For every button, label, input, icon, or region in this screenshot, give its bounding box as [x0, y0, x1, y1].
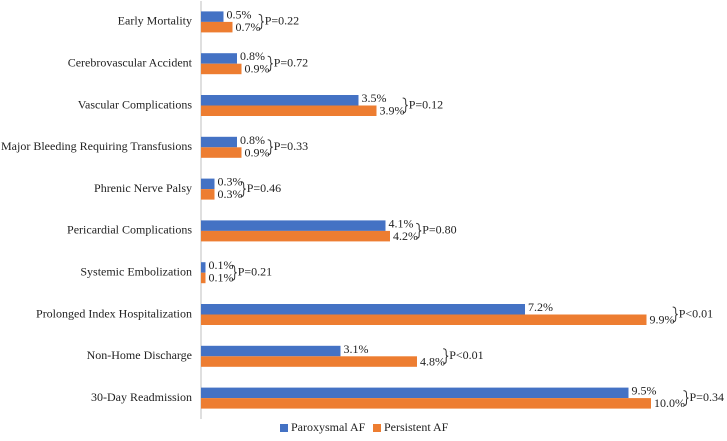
data-label-persistent: 0.9%: [245, 62, 270, 76]
data-label-persistent: 4.2%: [393, 229, 418, 243]
category-label: Pericardial Complications: [67, 223, 192, 237]
p-value-bracket: [231, 264, 237, 281]
bar-paroxysmal: [201, 304, 525, 315]
p-value-label: P=0.12: [409, 97, 443, 111]
p-value-bracket: [267, 55, 273, 72]
legend-label-persistent: Persistent AF: [384, 420, 449, 434]
category-label: Cerebrovascular Accident: [68, 55, 193, 69]
p-value-bracket: [240, 181, 246, 198]
bar-persistent: [201, 356, 417, 367]
data-label-persistent: 9.9%: [650, 313, 675, 327]
bar-paroxysmal: [201, 178, 215, 190]
p-value-bracket: [258, 13, 264, 30]
data-label-persistent: 0.1%: [209, 271, 234, 285]
bar-paroxysmal: [201, 345, 341, 357]
category-label: Vascular Complications: [78, 97, 193, 111]
category-label: Systemic Embolization: [80, 264, 192, 278]
p-value-label: P=0.33: [274, 139, 308, 153]
data-label-persistent: 0.3%: [218, 187, 243, 201]
p-value-bracket: [683, 390, 689, 407]
legend-swatch-paroxysmal: [280, 424, 288, 432]
data-label-persistent: 10.0%: [654, 396, 685, 410]
data-label-paroxysmal: 4.1%: [389, 216, 414, 230]
p-value-bracket: [672, 306, 678, 323]
p-value-bracket: [443, 348, 449, 365]
bar-paroxysmal: [201, 95, 359, 106]
p-value-label: P=0.46: [247, 181, 281, 195]
data-label-paroxysmal: 0.8%: [240, 49, 265, 63]
bar-paroxysmal: [201, 11, 224, 22]
data-label-paroxysmal: 7.2%: [528, 300, 553, 314]
data-label-paroxysmal: 3.1%: [344, 342, 369, 356]
category-label: Phrenic Nerve Palsy: [94, 181, 192, 195]
p-value-bracket: [402, 97, 408, 114]
bar-paroxysmal: [201, 53, 237, 64]
category-label: Major Bleeding Requiring Transfusions: [1, 139, 192, 153]
bar-persistent: [201, 272, 206, 284]
data-label-persistent: 0.7%: [236, 20, 261, 34]
legend-label-paroxysmal: Paroxysmal AF: [291, 420, 366, 434]
data-label-paroxysmal: 0.5%: [227, 7, 252, 21]
data-label-persistent: 3.9%: [380, 104, 405, 118]
data-label-persistent: 4.8%: [420, 354, 445, 368]
bar-persistent: [201, 63, 242, 75]
data-label-persistent: 0.9%: [245, 145, 270, 159]
category-label: Prolonged Index Hospitalization: [36, 306, 192, 320]
p-value-label: P=0.22: [265, 14, 299, 28]
category-label: Early Mortality: [118, 14, 192, 28]
bar-persistent: [201, 105, 377, 116]
bar-paroxysmal: [201, 220, 386, 231]
bar-persistent: [201, 147, 242, 158]
p-value-label: P<0.01: [449, 348, 483, 362]
data-label-paroxysmal: 0.1%: [209, 258, 234, 272]
p-value-label: P=0.72: [274, 55, 308, 69]
bar-persistent: [201, 314, 647, 325]
data-label-paroxysmal: 0.8%: [240, 133, 265, 147]
data-label-paroxysmal: 0.3%: [218, 175, 243, 189]
bar-persistent: [201, 230, 390, 242]
category-label: 30-Day Readmission: [91, 390, 192, 404]
data-label-paroxysmal: 3.5%: [362, 91, 387, 105]
bar-persistent: [201, 21, 233, 33]
bar-paroxysmal: [201, 262, 206, 273]
p-value-label: P<0.01: [679, 306, 713, 320]
bar-persistent: [201, 398, 651, 409]
data-label-paroxysmal: 9.5%: [632, 384, 657, 398]
category-label: Non-Home Discharge: [87, 348, 192, 362]
bar-paroxysmal: [201, 136, 237, 148]
p-value-bracket: [267, 139, 273, 156]
p-value-label: P=0.34: [690, 390, 724, 404]
p-value-label: P=0.80: [422, 223, 456, 237]
bar-persistent: [201, 189, 215, 200]
p-value-label: P=0.21: [238, 264, 272, 278]
p-value-bracket: [416, 222, 422, 239]
bar-paroxysmal: [201, 387, 629, 399]
legend-swatch-persistent: [373, 424, 381, 432]
